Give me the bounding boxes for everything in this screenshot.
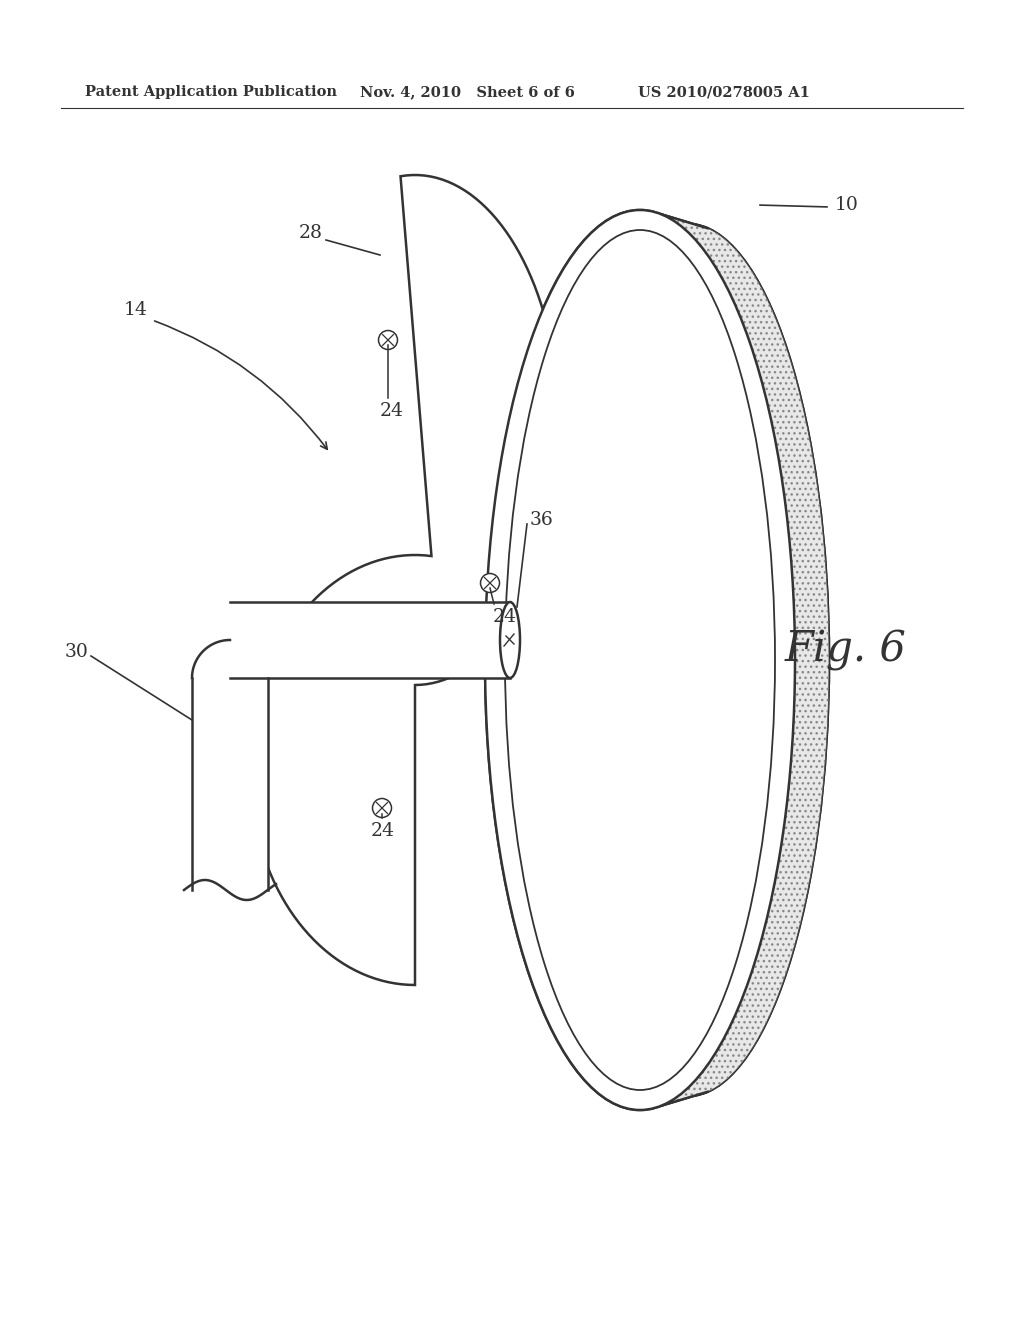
Polygon shape	[193, 678, 268, 890]
Text: 36: 36	[530, 511, 554, 529]
Text: 24: 24	[380, 403, 404, 420]
Ellipse shape	[379, 330, 397, 350]
Text: 14: 14	[124, 301, 148, 319]
Text: Patent Application Publication: Patent Application Publication	[85, 84, 337, 99]
Text: Fig. 6: Fig. 6	[785, 630, 907, 671]
Ellipse shape	[500, 602, 520, 678]
Text: 24: 24	[371, 822, 395, 840]
Polygon shape	[250, 176, 560, 985]
Polygon shape	[662, 214, 829, 1106]
Ellipse shape	[485, 210, 795, 1110]
Polygon shape	[662, 214, 829, 1106]
Text: US 2010/0278005 A1: US 2010/0278005 A1	[638, 84, 810, 99]
Text: 28: 28	[299, 224, 323, 242]
Ellipse shape	[373, 799, 391, 817]
Polygon shape	[230, 602, 520, 678]
Ellipse shape	[547, 224, 829, 1096]
Ellipse shape	[547, 224, 829, 1096]
Ellipse shape	[485, 210, 795, 1110]
Text: 24: 24	[493, 609, 517, 626]
Text: 10: 10	[835, 195, 859, 214]
Text: Nov. 4, 2010   Sheet 6 of 6: Nov. 4, 2010 Sheet 6 of 6	[360, 84, 574, 99]
Text: 30: 30	[65, 643, 88, 661]
Ellipse shape	[480, 573, 500, 593]
Polygon shape	[193, 640, 230, 678]
